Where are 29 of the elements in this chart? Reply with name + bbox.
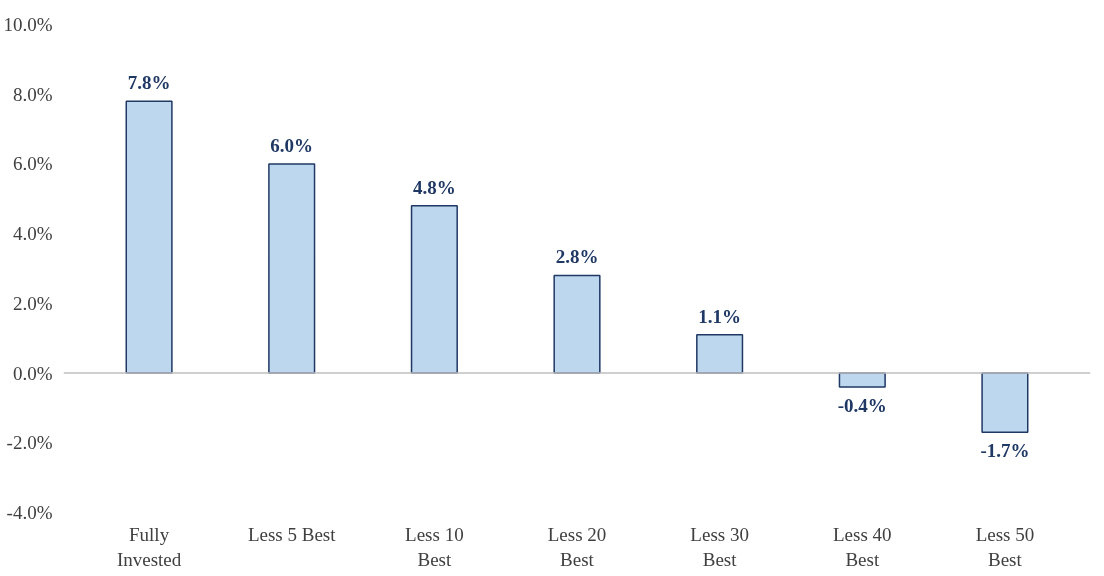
y-tick-label: -4.0% xyxy=(6,502,53,523)
x-tick-label: Less 20 Best xyxy=(547,523,607,570)
data-label: -0.4% xyxy=(837,395,887,417)
x-tick-label: Less 30 Best xyxy=(690,523,749,570)
x-tick-label: Less 50 Best xyxy=(975,523,1035,570)
data-label: 4.8% xyxy=(412,176,456,198)
x-tick-label: Fully Invested xyxy=(116,523,182,570)
y-tick-label: 10.0% xyxy=(3,14,53,35)
bar xyxy=(410,205,458,374)
data-label: 6.0% xyxy=(270,134,314,156)
y-tick-label: 4.0% xyxy=(12,223,53,245)
bar xyxy=(268,163,316,374)
y-tick-label: 0.0% xyxy=(12,362,53,384)
y-tick-label: 8.0% xyxy=(12,83,53,105)
y-tick-label: 6.0% xyxy=(12,153,53,175)
bar xyxy=(838,372,886,388)
data-label: 7.8% xyxy=(127,72,171,94)
data-label: 2.8% xyxy=(555,246,599,268)
bar xyxy=(553,274,601,374)
bar xyxy=(696,333,744,374)
data-label: 1.1% xyxy=(698,305,742,327)
x-tick-label: Less 10 Best xyxy=(405,523,464,570)
x-tick-label: Less 40 Best xyxy=(832,523,892,570)
bar xyxy=(981,372,1029,434)
y-tick-label: -2.0% xyxy=(6,432,53,454)
bar xyxy=(125,100,173,374)
x-tick-label: Less 5 Best xyxy=(247,523,337,545)
y-tick-label: 2.0% xyxy=(12,292,53,314)
data-label: -1.7% xyxy=(980,440,1030,462)
